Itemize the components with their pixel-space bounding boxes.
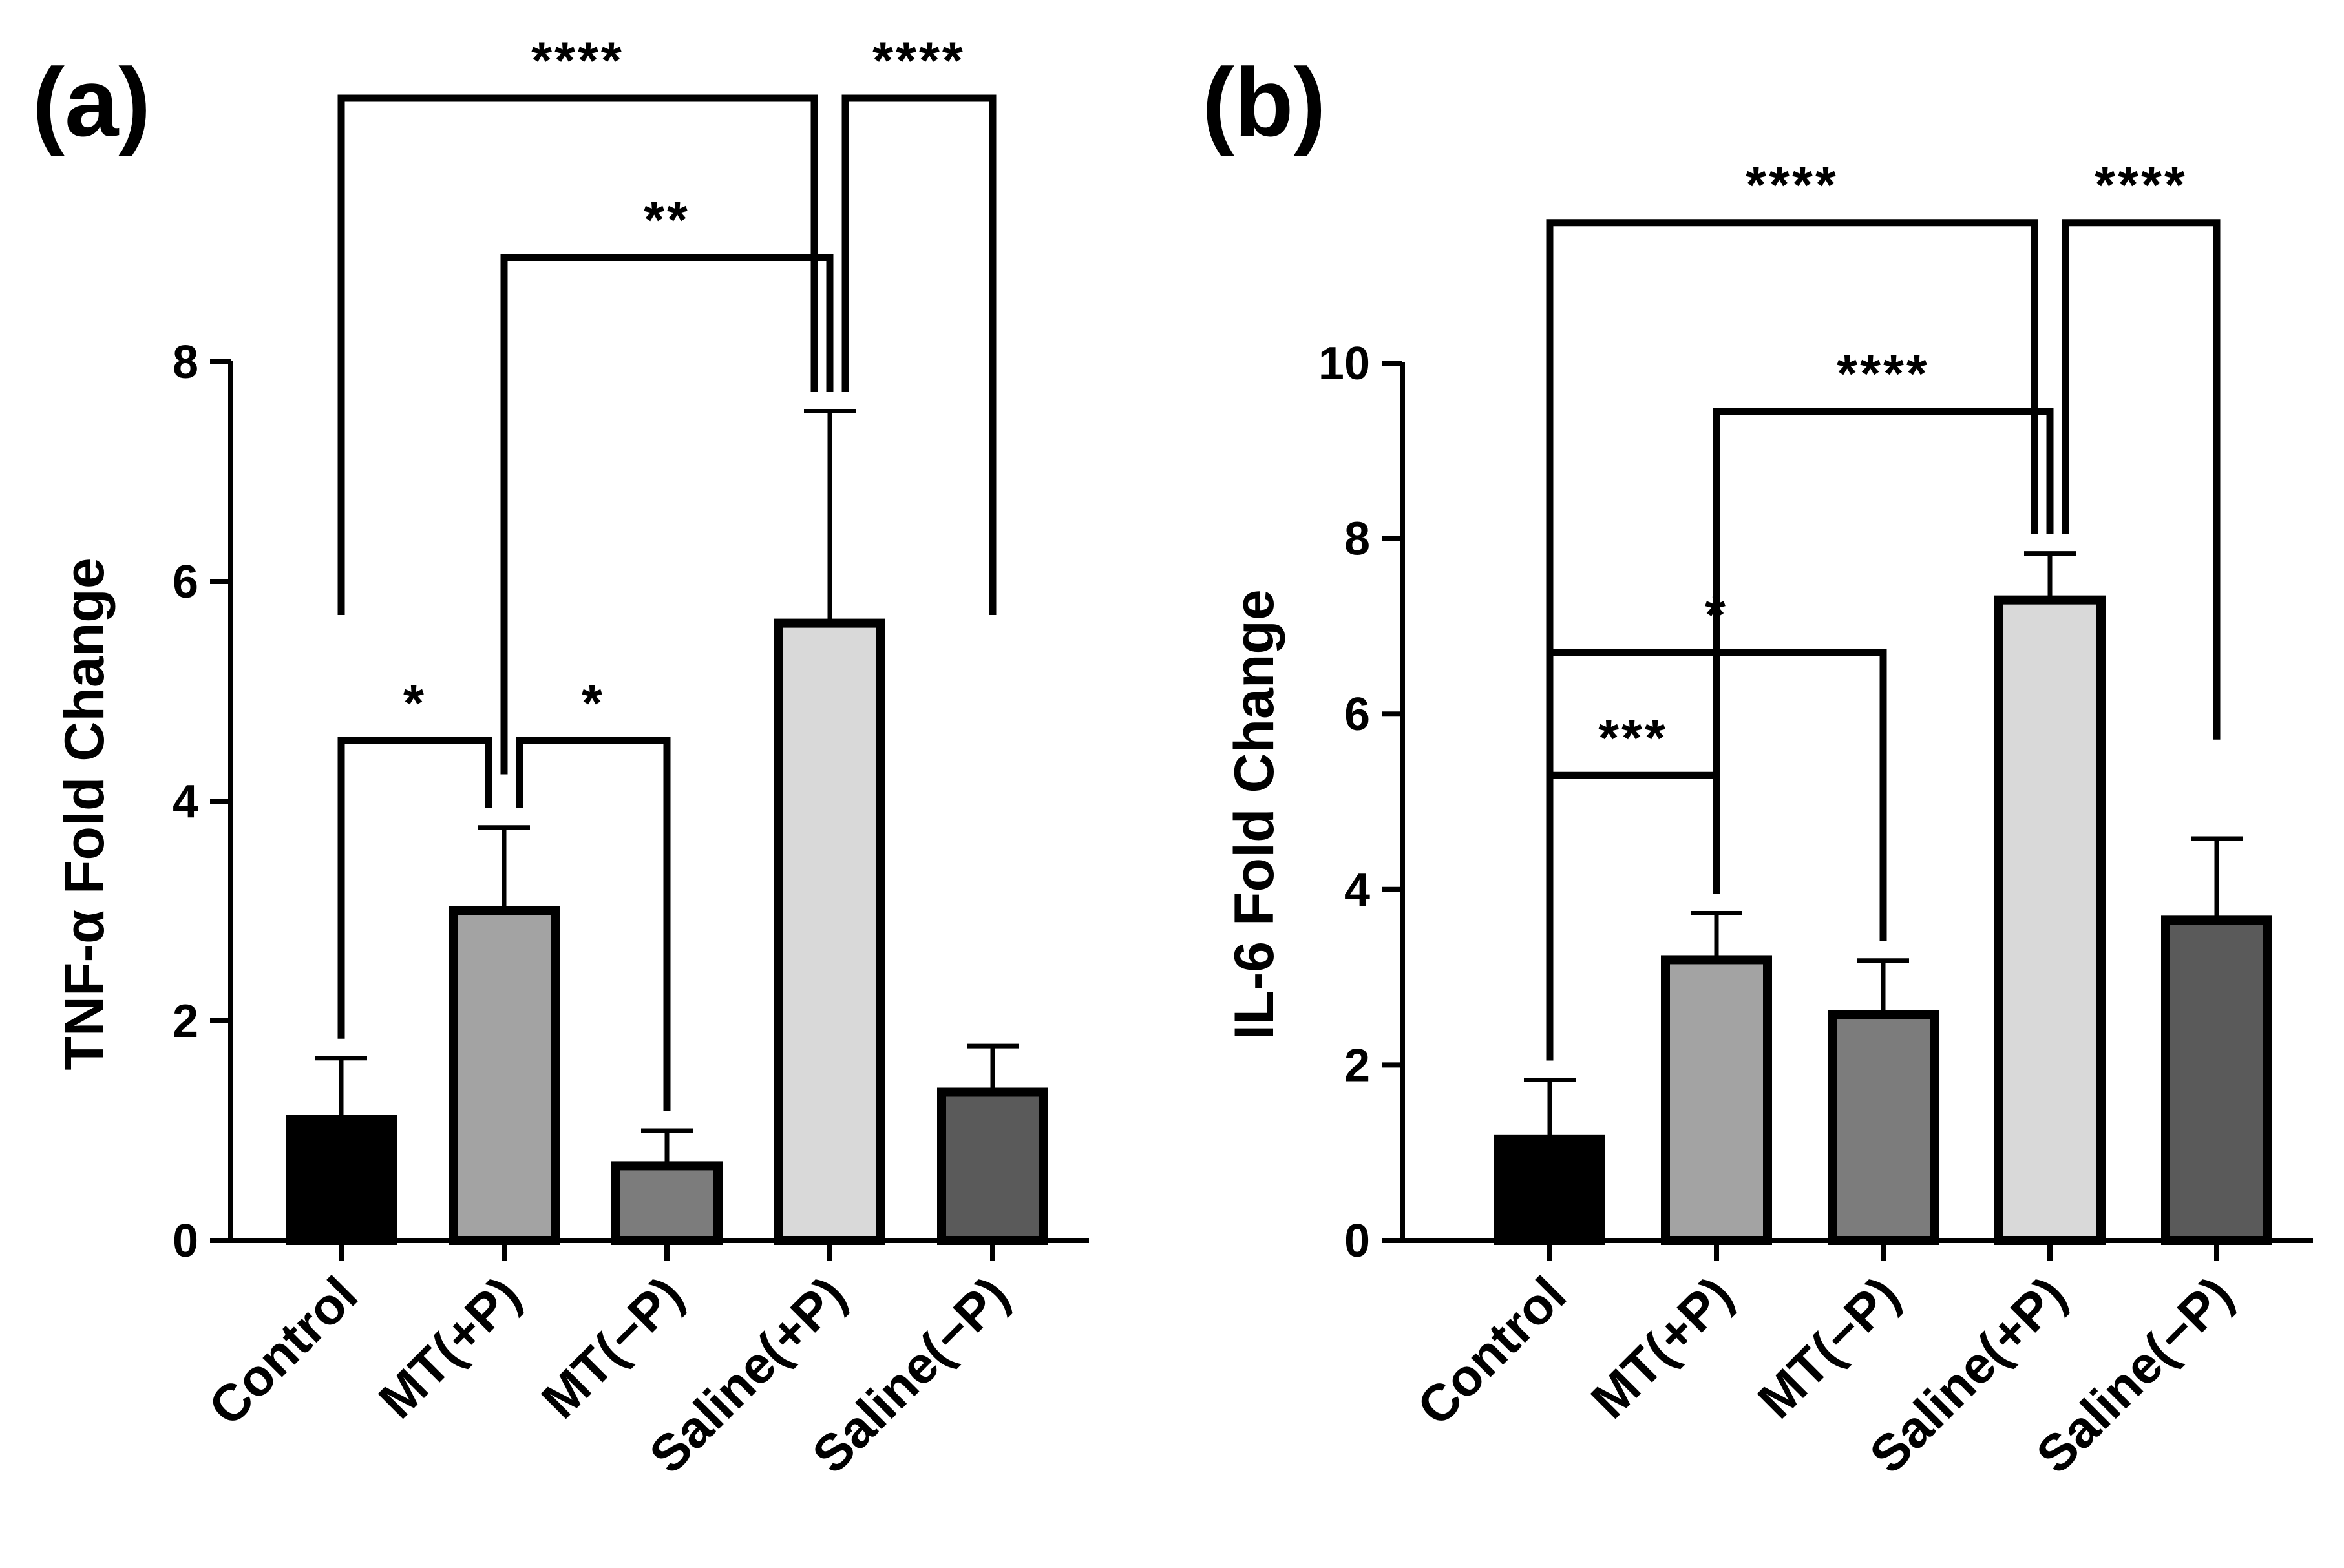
bar-saline-p	[1994, 595, 2106, 1245]
y-tick-label: 8	[1344, 514, 1370, 565]
significance-label: ***	[1598, 709, 1668, 768]
y-tick-label: 4	[1344, 864, 1370, 916]
y-tick-label: 0	[173, 1215, 198, 1267]
significance-label: ****	[872, 32, 966, 90]
bar-mt-p	[1661, 955, 1772, 1245]
significance-bracket	[500, 254, 834, 775]
y-tick-label: 4	[173, 776, 198, 828]
panel-a-label: (a)	[32, 48, 151, 156]
bar-mt-p	[449, 906, 560, 1245]
y-tick-label: 2	[1344, 1040, 1370, 1091]
panel-b-il6: (b) IL-6 Fold Change 0 2 4 6 8 10 Control MT(+P) M…	[1202, 48, 2313, 1484]
x-category-label: MT(−P)	[531, 1266, 694, 1429]
panel-a-y-axis-label: TNF-α Fold Change	[54, 558, 116, 1070]
significance-bracket	[2062, 219, 2221, 740]
significance-label: ****	[531, 32, 624, 90]
y-tick-label: 2	[173, 996, 198, 1047]
y-tick-label: 0	[1344, 1215, 1370, 1267]
panel-b-label: (b)	[1202, 48, 1326, 156]
x-category-label: MT(−P)	[1747, 1266, 1910, 1429]
x-category-label: Control	[1406, 1266, 1577, 1436]
bar-mt-p	[1828, 1010, 1939, 1246]
x-category-label: Control	[198, 1266, 368, 1436]
y-tick-label: 8	[173, 337, 198, 388]
significance-bracket	[337, 737, 492, 1039]
significance-bracket	[841, 94, 997, 615]
bar-saline-p	[2161, 915, 2272, 1245]
significance-label: **	[644, 191, 690, 250]
y-tick-label: 10	[1318, 338, 1370, 390]
significance-label: ****	[1837, 345, 1930, 404]
significance-bracket	[337, 94, 818, 615]
significance-bracket	[516, 737, 671, 1111]
significance-label: *	[403, 674, 427, 733]
y-tick-label: 6	[1344, 689, 1370, 740]
y-tick-label: 6	[173, 556, 198, 608]
x-category-label: MT(+P)	[1580, 1266, 1744, 1429]
panel-a-tnf-alpha: (a) TNF-α Fold Change 0 2 4 6 8 ControlMT(+P)MT…	[32, 32, 1089, 1484]
bar-saline-p	[937, 1087, 1048, 1245]
significance-bracket	[1546, 219, 2038, 740]
bar-control	[1494, 1134, 1605, 1245]
bar-control	[286, 1115, 397, 1245]
panel-b-y-axis-label: IL-6 Fold Change	[1223, 589, 1285, 1040]
x-category-label: MT(+P)	[368, 1266, 531, 1429]
bar-mt-p	[611, 1161, 723, 1246]
significance-label: *	[582, 674, 605, 733]
significance-bracket	[1713, 408, 2054, 894]
bar-saline-p	[774, 618, 885, 1245]
significance-label: ****	[1746, 156, 1839, 215]
significance-label: ****	[2095, 156, 2188, 215]
